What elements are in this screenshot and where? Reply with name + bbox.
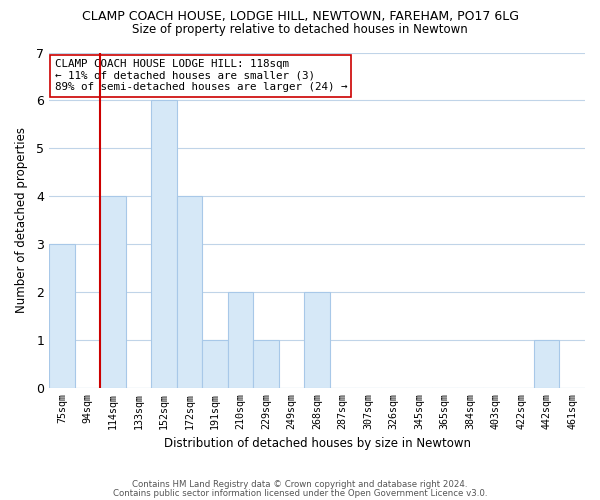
- Bar: [100, 196, 126, 388]
- Text: CLAMP COACH HOUSE LODGE HILL: 118sqm
← 11% of detached houses are smaller (3)
89: CLAMP COACH HOUSE LODGE HILL: 118sqm ← 1…: [55, 59, 347, 92]
- Bar: [202, 340, 228, 388]
- Bar: [253, 340, 279, 388]
- Bar: [304, 292, 330, 388]
- X-axis label: Distribution of detached houses by size in Newtown: Distribution of detached houses by size …: [164, 437, 470, 450]
- Text: Contains HM Land Registry data © Crown copyright and database right 2024.: Contains HM Land Registry data © Crown c…: [132, 480, 468, 489]
- Text: Contains public sector information licensed under the Open Government Licence v3: Contains public sector information licen…: [113, 488, 487, 498]
- Bar: [228, 292, 253, 388]
- Bar: [49, 244, 75, 388]
- Y-axis label: Number of detached properties: Number of detached properties: [15, 127, 28, 313]
- Bar: [177, 196, 202, 388]
- Text: CLAMP COACH HOUSE, LODGE HILL, NEWTOWN, FAREHAM, PO17 6LG: CLAMP COACH HOUSE, LODGE HILL, NEWTOWN, …: [82, 10, 518, 23]
- Text: Size of property relative to detached houses in Newtown: Size of property relative to detached ho…: [132, 22, 468, 36]
- Bar: [534, 340, 559, 388]
- Bar: [151, 100, 177, 388]
